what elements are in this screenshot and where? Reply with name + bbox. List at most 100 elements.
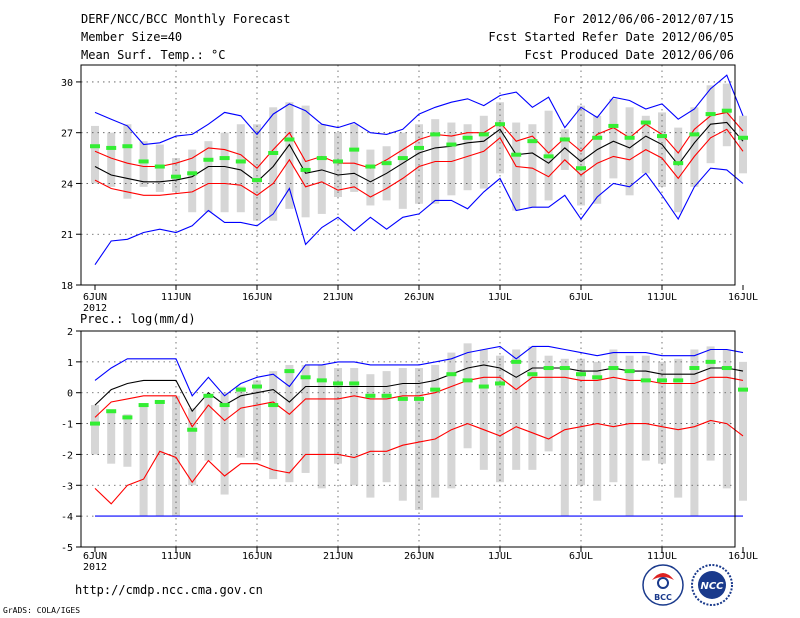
observed-marker <box>657 378 667 383</box>
x-tick-label: 16JUL <box>728 292 758 303</box>
series-line-mean-spread <box>94 419 744 505</box>
spread-box <box>690 349 699 517</box>
member-size-label: Member Size=40 <box>81 30 182 44</box>
x-tick-label: 6JUL <box>569 551 593 562</box>
spread-box <box>236 124 245 213</box>
spread-box <box>350 368 359 486</box>
spread-box <box>544 355 553 452</box>
observed-marker <box>268 403 279 408</box>
observed-marker <box>511 359 522 364</box>
observed-marker <box>543 366 554 371</box>
observed-marker <box>106 409 117 414</box>
observed-marker <box>657 134 667 139</box>
series-line-mean-spread <box>94 376 744 428</box>
footer: http://cmdp.ncc.cma.gov.cn GrADS: COLA/I… <box>3 564 733 615</box>
y-tick-label: 2 <box>67 327 73 338</box>
spread-box <box>220 132 229 213</box>
y-tick-label: 18 <box>61 281 73 292</box>
x-tick-label: 11JUL <box>647 551 677 562</box>
observed-marker <box>397 156 408 161</box>
observed-marker <box>381 393 392 398</box>
y-tick-label: 0 <box>67 389 73 400</box>
spread-box <box>739 361 747 501</box>
spread-box <box>658 361 666 464</box>
observed-marker <box>640 120 651 125</box>
spread-box <box>512 349 521 470</box>
y-axis: -5 -4 -3 -2 -1 0 1 2 <box>61 327 81 554</box>
observed-marker <box>316 378 327 383</box>
spread-box <box>366 149 375 206</box>
observed-marker <box>543 154 554 159</box>
observed-marker <box>203 393 214 398</box>
spread-box <box>625 107 634 196</box>
observed-marker <box>430 387 441 392</box>
observed-marker <box>122 415 133 420</box>
observed-marker <box>495 381 505 386</box>
x-tick-label: 6JUL <box>569 292 593 303</box>
observed-marker <box>673 161 684 166</box>
observed-marker <box>624 369 635 374</box>
series-line-ensemble-mean <box>94 364 744 413</box>
observed-marker <box>333 381 343 386</box>
spread-box <box>188 408 197 486</box>
x-year-label: 2012 <box>83 562 107 573</box>
bcc-logo-emblem <box>652 573 674 580</box>
observed-marker <box>90 144 100 149</box>
spread-box <box>479 115 488 189</box>
spread-box <box>91 405 99 455</box>
spread-box <box>107 132 116 187</box>
header: DERF/NCC/BCC Monthly Forecast Member Siz… <box>81 12 734 62</box>
spread-box <box>658 112 666 187</box>
y-tick-label: 1 <box>67 358 73 369</box>
y-tick-label: 24 <box>61 179 73 190</box>
observed-marker <box>154 164 165 169</box>
bcc-logo-text: BCC <box>654 593 672 602</box>
observed-marker <box>187 171 198 176</box>
x-tick-label: 26JUN <box>404 551 434 562</box>
x-tick-label: 11JUN <box>161 292 191 303</box>
x-tick-label: 16JUL <box>728 551 758 562</box>
observed-marker <box>446 372 457 377</box>
spread-box <box>431 364 440 498</box>
observed-marker <box>624 135 635 140</box>
spread-box <box>123 124 132 199</box>
x-year-label: 2012 <box>83 303 107 314</box>
x-tick-label: 21JUN <box>323 292 353 303</box>
observed-marker <box>219 156 230 161</box>
produced-date: Fcst Produced Date 2012/06/06 <box>524 48 734 62</box>
series-line-mean-spread <box>94 128 744 198</box>
observed-marker <box>559 366 570 371</box>
y-tick-label: -3 <box>61 481 73 492</box>
bcc-logo-swirl <box>657 577 669 589</box>
spread-box <box>204 141 213 213</box>
observed-marker <box>559 137 570 142</box>
observed-marker <box>316 156 327 161</box>
x-tick-label: 1JUL <box>488 292 512 303</box>
spread-box <box>107 411 116 464</box>
spread-box <box>269 371 278 480</box>
observed-marker <box>300 167 311 172</box>
spread-box <box>593 115 602 204</box>
spread-box <box>204 395 213 461</box>
y-tick-label: -4 <box>61 512 73 523</box>
observed-marker <box>478 132 489 137</box>
spread-box <box>415 368 423 510</box>
observed-marker <box>705 359 716 364</box>
observed-marker <box>106 145 117 150</box>
observed-marker <box>397 396 408 401</box>
observed-marker <box>154 399 165 404</box>
spread-box <box>560 358 569 517</box>
observed-markers <box>90 359 748 432</box>
box-group <box>91 343 747 517</box>
series-group <box>94 345 744 517</box>
observed-marker <box>462 378 473 383</box>
spread-box <box>463 343 472 449</box>
observed-marker <box>721 108 732 113</box>
spread-box <box>139 141 148 187</box>
observed-marker <box>689 132 700 137</box>
observed-markers <box>90 108 748 183</box>
observed-marker <box>527 372 538 377</box>
observed-marker <box>381 161 392 166</box>
